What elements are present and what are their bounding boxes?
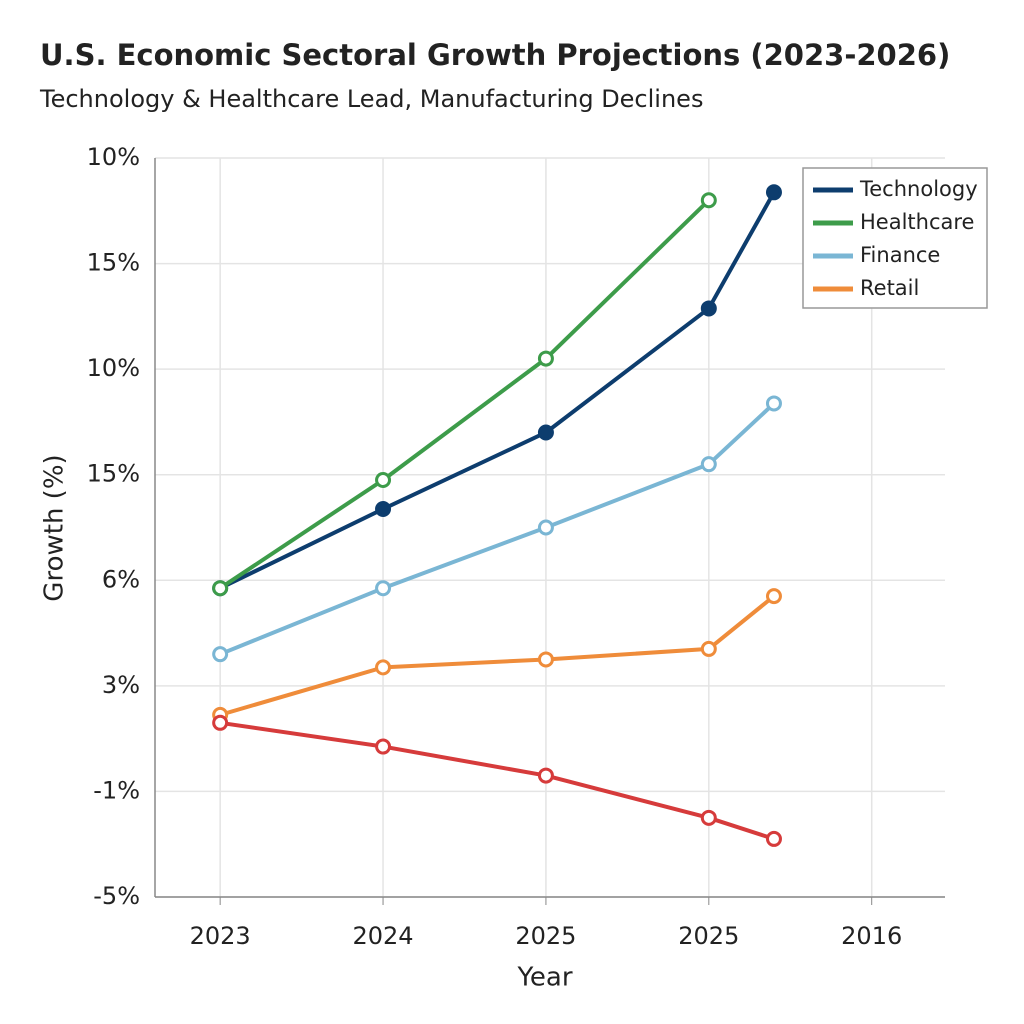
data-point [700, 300, 717, 317]
data-point [765, 395, 782, 412]
series-line [219, 401, 776, 657]
data-point [765, 830, 782, 847]
chart-title: U.S. Economic Sectoral Growth Projection… [40, 38, 950, 72]
series-line [219, 594, 776, 717]
data-point [700, 192, 717, 209]
data-point [375, 738, 392, 755]
chart-subtitle: Technology & Healthcare Lead, Manufactur… [39, 85, 703, 113]
series-line [219, 720, 775, 841]
y-tick-label: -5% [93, 882, 140, 910]
y-tick-label: 10% [87, 354, 140, 382]
data-point [765, 184, 782, 201]
x-tick-label: 2025 [515, 922, 576, 950]
legend-label: Retail [860, 276, 919, 300]
data-point [537, 424, 554, 441]
data-point [212, 714, 229, 731]
y-tick-label: -1% [93, 776, 140, 804]
data-point [375, 659, 392, 676]
legend-label: Finance [860, 243, 940, 267]
legend-label: Technology [859, 177, 978, 201]
series-line [219, 198, 711, 590]
y-axis-label: Growth (%) [40, 454, 70, 601]
y-tick-label: 10% [87, 143, 140, 171]
x-tick-label: 2023 [190, 922, 251, 950]
data-point [375, 580, 392, 597]
x-tick-label: 2024 [353, 922, 414, 950]
data-point [700, 456, 717, 473]
x-axis-label: Year [516, 963, 572, 993]
y-tick-label: 6% [102, 565, 140, 593]
data-point [537, 767, 554, 784]
data-point [700, 640, 717, 657]
x-tick-label: 2016 [841, 922, 902, 950]
y-tick-label: 15% [87, 460, 140, 488]
x-tick-label: 2025 [678, 922, 739, 950]
data-point [765, 588, 782, 605]
data-point [700, 809, 717, 826]
legend-label: Healthcare [860, 210, 974, 234]
data-point [537, 651, 554, 668]
data-point [212, 646, 229, 663]
y-tick-label: 3% [102, 671, 140, 699]
data-point [212, 580, 229, 597]
data-point [537, 350, 554, 367]
data-point [537, 519, 554, 536]
data-point [375, 471, 392, 488]
data-point [375, 501, 392, 518]
series-line [219, 191, 776, 591]
y-tick-label: 15% [87, 249, 140, 277]
